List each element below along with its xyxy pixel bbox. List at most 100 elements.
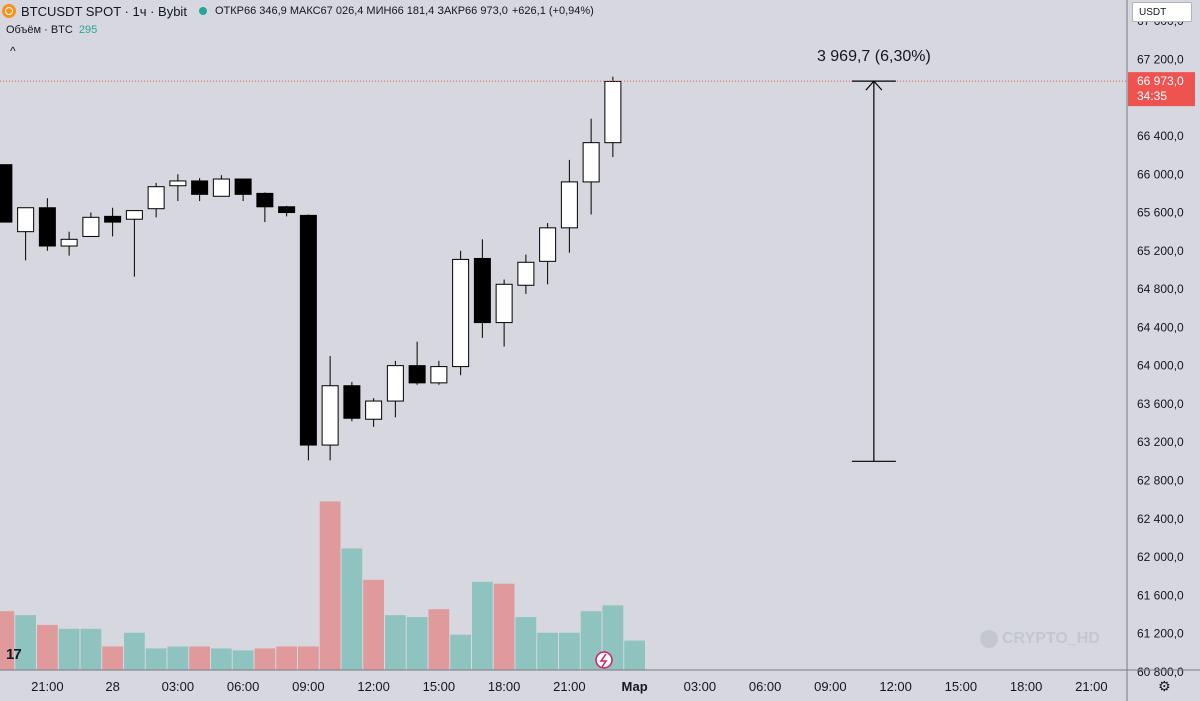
candle-body (343, 385, 361, 419)
price-tick-label: 63 200,0 (1137, 435, 1184, 449)
candle-body (234, 178, 252, 195)
volume-bar (124, 632, 145, 670)
price-tick-label: 64 400,0 (1137, 320, 1184, 334)
volume-bar (537, 632, 558, 670)
candle-body (386, 365, 404, 402)
time-tick-label: 18:00 (488, 679, 521, 694)
measure-arrow-head (865, 80, 883, 91)
tradingview-logo[interactable]: 17 (6, 646, 22, 663)
time-tick-label: 28 (105, 679, 119, 694)
price-tick-label: 61 600,0 (1137, 588, 1184, 602)
price-tick-label: 66 000,0 (1137, 167, 1184, 181)
time-tick-label: 21:00 (553, 679, 586, 694)
price-tick-label: 60 800,0 (1137, 665, 1184, 679)
price-tick-label: 63 600,0 (1137, 397, 1184, 411)
time-tick-label: 15:00 (423, 679, 456, 694)
time-tick-label: 18:00 (1010, 679, 1043, 694)
currency-selector[interactable]: USDT (1132, 2, 1192, 22)
price-tick-label: 65 200,0 (1137, 244, 1184, 258)
market-status-icon (198, 7, 207, 15)
telegram-icon (980, 630, 998, 648)
volume-bar (624, 640, 645, 670)
volume-bar (341, 548, 363, 670)
candle-body (452, 258, 470, 368)
candle-body (38, 207, 56, 247)
candle-body (408, 365, 426, 384)
current-price-tag (1128, 72, 1195, 107)
volume-bar (515, 617, 537, 670)
candle-body (104, 215, 122, 223)
candle-body (539, 227, 557, 262)
volume-bar (145, 648, 167, 670)
candle-body (430, 366, 448, 384)
volume-bar (37, 624, 58, 670)
candle-body (125, 210, 143, 220)
candle-body (60, 238, 78, 247)
lightning-bolt (599, 653, 608, 668)
price-tick-label: 61 200,0 (1137, 627, 1184, 641)
volume-bar (319, 501, 341, 670)
time-tick-label: 12:00 (357, 679, 390, 694)
time-tick-label: 09:00 (814, 679, 847, 694)
volume-bar (102, 646, 123, 670)
candle-body (169, 180, 187, 187)
collapse-legend-icon[interactable]: ^ (10, 44, 16, 58)
chart-header: BTCUSDT SPOT · 1ч · Bybit ОТКР66 346,9 М… (0, 0, 594, 22)
volume-bar (428, 609, 450, 670)
price-change: +626,1 (+0,94%) (511, 5, 594, 17)
candle-body (256, 192, 274, 208)
lightning-icon (595, 651, 613, 669)
current-price-label: 66 973,0 (1137, 74, 1184, 88)
time-tick-label: 21:00 (1075, 679, 1108, 694)
candle-body (582, 142, 600, 183)
time-tick-label: 06:00 (227, 679, 260, 694)
candle-body (321, 385, 339, 446)
volume-bar (363, 579, 384, 670)
volume-bar (450, 634, 471, 670)
time-tick-label: Мар (622, 679, 648, 694)
candle-body (147, 186, 165, 210)
price-tick-label: 64 800,0 (1137, 282, 1184, 296)
candle-body (365, 400, 383, 420)
price-tick-label: 62 800,0 (1137, 473, 1184, 487)
price-tick-label: 62 000,0 (1137, 550, 1184, 564)
volume-bar (80, 628, 102, 670)
candle-body (17, 207, 35, 233)
time-tick-label: 12:00 (879, 679, 912, 694)
candle-body (604, 80, 622, 144)
price-tick-label: 67 200,0 (1137, 52, 1184, 66)
candle-body (495, 283, 513, 324)
candle-body (299, 214, 317, 446)
price-tick-label: 64 000,0 (1137, 359, 1184, 373)
volume-bar (189, 646, 210, 670)
volume-legend[interactable]: Объём · BTC 295 (6, 24, 97, 36)
volume-bar (276, 646, 297, 670)
volume-bar (167, 646, 189, 670)
volume-bar (232, 650, 254, 670)
settings-icon[interactable]: ⚙ (1158, 678, 1171, 694)
time-tick-label: 03:00 (162, 679, 195, 694)
candle-body (517, 261, 535, 286)
countdown-label: 34:35 (1137, 89, 1167, 103)
volume-bar (254, 648, 276, 670)
watermark-text: CRYPTO_HD (1002, 630, 1100, 647)
price-tick-label: 66 400,0 (1137, 129, 1184, 143)
time-tick-label: 06:00 (749, 679, 782, 694)
volume-bar (406, 617, 428, 670)
candle-body (212, 178, 230, 197)
candle-body (560, 181, 578, 229)
volume-bar (58, 628, 80, 670)
price-tick-label: 65 600,0 (1137, 206, 1184, 220)
symbol-title[interactable]: BTCUSDT SPOT · 1ч · Bybit (21, 3, 187, 19)
volume-bar (493, 583, 515, 670)
measure-label: 3 969,7 (6,30%) (817, 48, 931, 65)
volume-bar (298, 646, 319, 670)
time-tick-label: 15:00 (945, 679, 978, 694)
time-tick-label: 03:00 (684, 679, 717, 694)
volume-value: 295 (78, 24, 98, 36)
volume-bar (211, 648, 232, 670)
volume-bar (472, 581, 493, 670)
watermark: CRYPTO_HD (980, 630, 1100, 648)
